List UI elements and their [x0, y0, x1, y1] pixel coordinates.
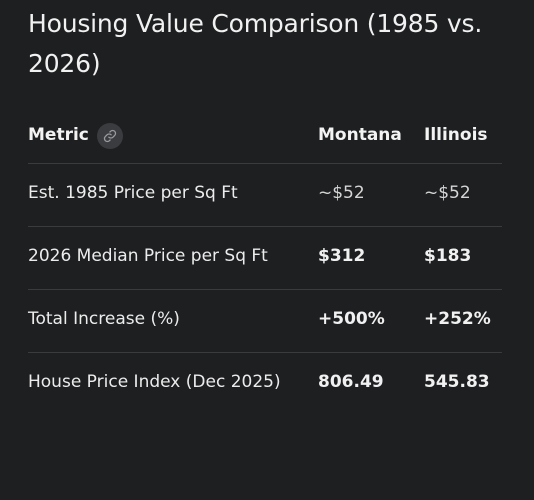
table-header-row: Metric Montana Illinois: [28, 106, 502, 163]
illinois-value: $183: [424, 225, 502, 289]
montana-value: 806.49: [318, 351, 424, 415]
table-row: House Price Index (Dec 2025) 806.49 545.…: [28, 351, 502, 415]
table-row: 2026 Median Price per Sq Ft $312 $183: [28, 225, 502, 289]
column-header-metric: Metric: [28, 106, 318, 163]
montana-value: +500%: [318, 288, 424, 352]
metric-cell: 2026 Median Price per Sq Ft: [28, 225, 318, 289]
table-row: Est. 1985 Price per Sq Ft ~$52 ~$52: [28, 162, 502, 226]
montana-value: $312: [318, 225, 424, 289]
column-header-montana: Montana: [318, 125, 402, 145]
column-header-label: Metric: [28, 125, 89, 145]
column-header-illinois: Illinois: [424, 125, 488, 145]
comparison-table: Metric Montana Illinois Est. 1985 Price …: [28, 106, 502, 415]
illinois-value: +252%: [424, 288, 502, 352]
montana-value: ~$52: [318, 162, 424, 226]
illinois-value: 545.83: [424, 351, 502, 415]
metric-cell: House Price Index (Dec 2025): [28, 351, 318, 415]
illinois-value: ~$52: [424, 162, 502, 226]
metric-cell: Total Increase (%): [28, 288, 318, 352]
link-icon[interactable]: [96, 122, 123, 149]
page-title: Housing Value Comparison (1985 vs. 2026): [28, 9, 483, 78]
table-row: Total Increase (%) +500% +252%: [28, 288, 502, 352]
metric-cell: Est. 1985 Price per Sq Ft: [28, 162, 318, 226]
